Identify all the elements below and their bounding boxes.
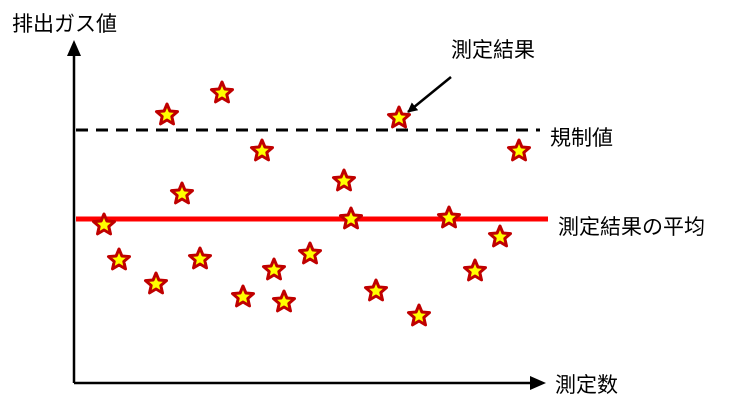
x-axis-arrow: [530, 376, 546, 390]
star-marker: [107, 247, 131, 271]
star-marker: [188, 246, 212, 270]
star-marker: [231, 284, 255, 308]
limit-label: 規制値: [550, 126, 613, 150]
star-marker: [507, 138, 531, 162]
star-marker: [463, 258, 487, 282]
callout-label: 測定結果: [451, 38, 535, 62]
star-marker: [407, 303, 431, 327]
star-marker: [92, 212, 116, 236]
star-marker: [210, 80, 234, 104]
star-marker: [488, 224, 512, 248]
x-axis-label: 測定数: [555, 373, 618, 397]
star-marker: [298, 241, 322, 265]
star-marker: [387, 105, 411, 129]
average-label: 測定結果の平均: [558, 215, 705, 239]
callout-arrow: [407, 76, 452, 113]
measurement-points: [92, 80, 531, 327]
star-marker: [332, 168, 356, 192]
star-marker: [170, 181, 194, 205]
y-axis-arrow: [67, 40, 81, 56]
star-marker: [437, 205, 461, 229]
star-marker: [262, 257, 286, 281]
star-marker: [144, 271, 168, 295]
star-marker: [339, 206, 363, 230]
star-marker: [272, 289, 296, 313]
star-marker: [364, 278, 388, 302]
star-marker: [155, 102, 179, 126]
y-axis-label: 排出ガス値: [12, 12, 117, 36]
star-marker: [250, 138, 274, 162]
